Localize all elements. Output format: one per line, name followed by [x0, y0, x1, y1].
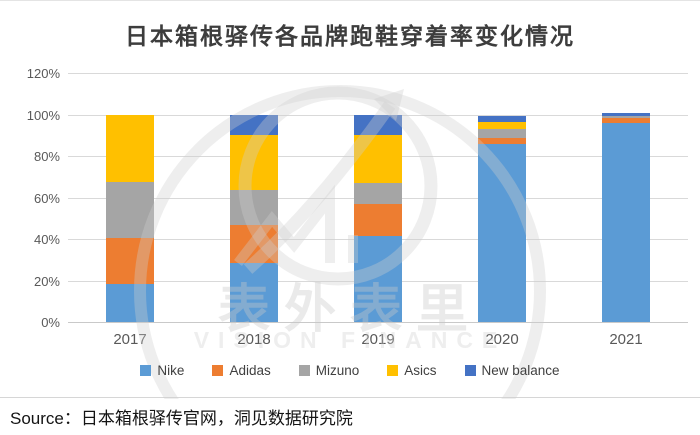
bar-segment-nike — [106, 283, 154, 322]
y-tick-label: 60% — [33, 190, 60, 206]
legend-swatch-icon — [140, 365, 152, 376]
bar-segment-asics — [106, 114, 154, 182]
bar-segment-adidas — [230, 225, 278, 263]
y-tick-label: 80% — [33, 149, 60, 164]
bar-2019 — [354, 114, 402, 322]
legend-label: Asics — [404, 363, 437, 378]
bar-segment-mizuno — [478, 128, 526, 138]
y-tick-label: 120% — [26, 66, 60, 81]
legend-label: Mizuno — [315, 363, 360, 378]
legend-item-adidas: Adidas — [212, 363, 271, 378]
bar-segment-nike — [230, 262, 278, 322]
bar-segment-nike — [602, 123, 650, 322]
bar-segment-adidas — [478, 137, 526, 145]
y-tick-label: 40% — [33, 232, 60, 247]
bar-segment-new-balance — [354, 114, 402, 136]
legend-label: New balance — [481, 363, 560, 378]
legend-swatch-icon — [298, 365, 310, 376]
legend-swatch-icon — [464, 365, 476, 376]
bar-slot-2020 — [440, 73, 564, 322]
bar-segment-adidas — [106, 237, 154, 284]
bar-segment-nike — [478, 144, 526, 322]
legend-item-mizuno: Mizuno — [298, 363, 360, 378]
bar-slot-2018 — [192, 73, 316, 322]
legend-item-new-balance: New balance — [464, 363, 560, 378]
x-axis-label: 2018 — [237, 331, 271, 348]
legend-item-asics: Asics — [387, 363, 437, 378]
legend-label: Nike — [157, 363, 185, 378]
bar-segment-asics — [230, 135, 278, 191]
x-axis-labels: 2017 2018 2019 2020 2021 — [68, 331, 688, 348]
bar-segment-new-balance — [478, 115, 526, 122]
bar-2018 — [230, 114, 278, 322]
bar-segment-mizuno — [602, 115, 650, 119]
chart-legend: Nike Adidas Mizuno Asics New balance — [0, 363, 700, 378]
bar-segment-nike — [354, 235, 402, 322]
bar-segment-adidas — [602, 118, 650, 124]
bar-slot-2017 — [68, 73, 192, 322]
bar-segment-mizuno — [106, 181, 154, 238]
gridline — [68, 73, 688, 74]
x-axis-label: 2021 — [609, 331, 643, 348]
legend-swatch-icon — [387, 365, 399, 376]
legend-item-nike: Nike — [140, 363, 184, 378]
plot-area: 120% 100% 80% 60% 40% 20% 0% — [27, 66, 688, 330]
source-line: Source：日本箱根驿传官网，洞见数据研究院 — [10, 409, 353, 428]
x-axis-label: 2020 — [485, 331, 519, 348]
legend-label: Adidas — [229, 363, 271, 378]
bar-segment-new-balance — [602, 112, 650, 116]
bar-segment-asics — [478, 121, 526, 129]
y-tick-label: 20% — [33, 273, 60, 289]
legend-swatch-icon — [212, 365, 224, 376]
bar-slot-2019 — [316, 73, 440, 322]
y-tick-label: 0% — [41, 315, 60, 330]
x-axis-label: 2017 — [113, 331, 147, 348]
bar-slot-2021 — [564, 73, 688, 322]
x-axis-label: 2019 — [361, 331, 395, 348]
y-tick-label: 100% — [26, 107, 60, 123]
bar-segment-adidas — [354, 203, 402, 236]
bar-2021 — [602, 112, 650, 322]
bar-segment-mizuno — [354, 182, 402, 204]
chart-title: 日本箱根驿传各品牌跑鞋穿着率变化情况 — [125, 23, 575, 49]
bar-segment-new-balance — [230, 114, 278, 136]
bar-2020 — [478, 115, 526, 322]
bar-series — [68, 73, 688, 322]
bar-2017 — [106, 114, 154, 322]
bar-segment-asics — [354, 135, 402, 183]
bar-segment-mizuno — [230, 190, 278, 226]
gridline — [68, 322, 688, 323]
